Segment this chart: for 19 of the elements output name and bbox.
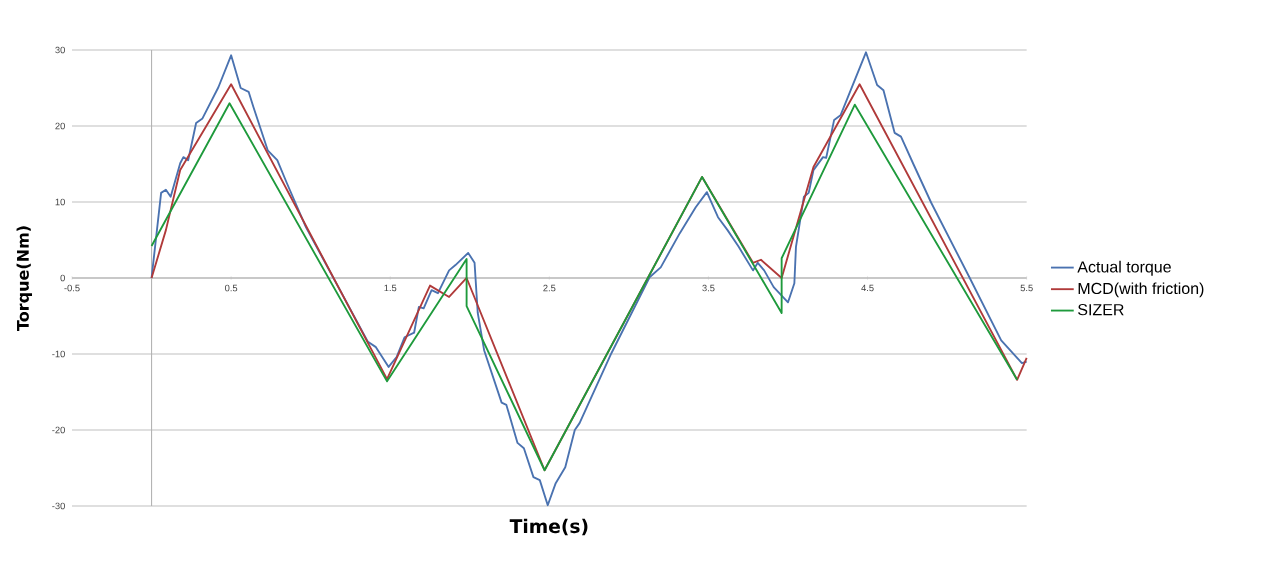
y-axis-title: Torque(Nm) xyxy=(16,226,33,331)
legend-label: Actual torque xyxy=(1077,260,1171,276)
x-tick-label: -0.5 xyxy=(64,284,80,292)
legend-label: MCD(with friction) xyxy=(1078,282,1204,298)
y-tick-label: -20 xyxy=(52,426,65,434)
y-tick-label: 10 xyxy=(55,198,65,206)
x-axis-title: Time(s) xyxy=(509,518,588,536)
y-tick-label: 0 xyxy=(60,274,65,282)
x-tick-label: 1.5 xyxy=(384,284,397,292)
y-tick-label: -30 xyxy=(52,502,65,510)
x-tick-label: 0.5 xyxy=(224,284,238,292)
y-tick-label: 20 xyxy=(55,122,65,130)
x-tick-label: 5.5 xyxy=(1020,284,1033,292)
y-tick-label: -10 xyxy=(52,350,65,358)
y-tick-label: 30 xyxy=(55,46,65,54)
x-tick-label: 4.5 xyxy=(861,284,874,292)
x-tick-label: 2.5 xyxy=(543,284,556,292)
legend-label: SIZER xyxy=(1078,303,1124,316)
x-tick-label: 3.5 xyxy=(702,284,715,292)
